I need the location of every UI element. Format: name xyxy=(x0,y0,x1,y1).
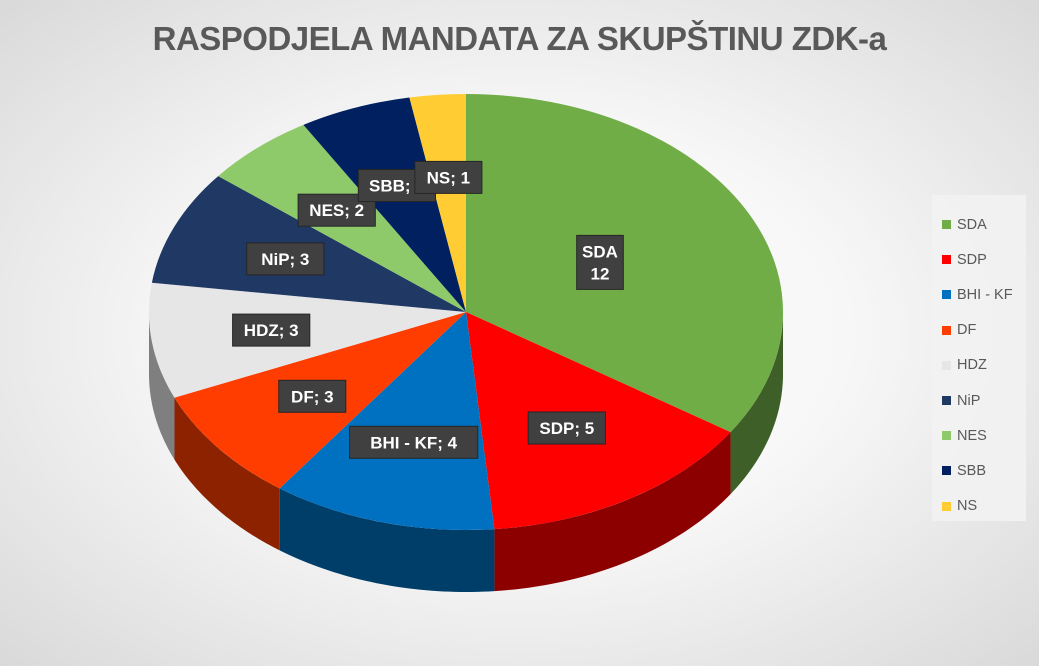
data-label-sda: SDA 12 xyxy=(576,234,624,290)
data-label-nip: NiP; 3 xyxy=(246,242,325,276)
legend-item-sda: SDA xyxy=(932,207,1026,242)
data-label-hdz: HDZ; 3 xyxy=(232,313,311,347)
data-label-text: DF; 3 xyxy=(291,387,334,406)
data-label-box xyxy=(232,313,311,347)
data-label-df: DF; 3 xyxy=(278,379,347,413)
legend-swatch xyxy=(942,360,951,370)
legend-label: BHI - KF xyxy=(957,286,1013,303)
legend-label: SDA xyxy=(957,216,987,233)
pie-slice-ns xyxy=(409,94,466,312)
data-label-text: BHI - KF; 4 xyxy=(370,433,457,452)
legend-swatch xyxy=(942,466,951,476)
legend-label: NS xyxy=(957,498,978,515)
data-label-text: 12 xyxy=(591,264,610,283)
data-label-sdp: SDP; 5 xyxy=(527,411,606,445)
data-label-box xyxy=(527,411,606,445)
data-label-nes: NES; 2 xyxy=(297,193,376,227)
pie-slice-sda xyxy=(466,94,784,433)
legend-swatch xyxy=(942,255,951,265)
data-label-text: SDA xyxy=(582,242,618,261)
data-label-box xyxy=(246,242,325,276)
pie-side-sda xyxy=(730,312,783,495)
data-label-ns: NS; 1 xyxy=(414,160,483,194)
legend-item-hdz: HDZ xyxy=(932,348,1026,383)
legend-item-sbb: SBB xyxy=(932,453,1026,488)
legend-swatch xyxy=(942,220,951,230)
data-label-text: NES; 2 xyxy=(309,201,364,220)
pie-side-sdp xyxy=(494,432,731,592)
legend-label: SDP xyxy=(957,251,987,268)
data-label-box xyxy=(278,379,347,413)
legend-swatch xyxy=(942,290,951,300)
legend-swatch xyxy=(942,431,951,441)
legend-swatch xyxy=(942,396,951,406)
legend-item-nip: NiP xyxy=(932,383,1026,418)
data-label-box xyxy=(349,425,479,459)
legend-label: SBB xyxy=(957,462,987,479)
pie-sides xyxy=(149,312,783,592)
pie-side-hdz xyxy=(149,312,175,460)
legend-label: DF xyxy=(957,322,977,339)
legend-swatch xyxy=(942,325,951,335)
legend-item-sdp: SDP xyxy=(932,242,1026,277)
data-labels: SDA 12 SDP; 5 BHI - KF; 4 DF; 3 HDZ; 3 NiP; 3 N… xyxy=(232,160,624,459)
pie-slice-bhi-kf xyxy=(279,312,495,530)
data-label-text: NiP; 3 xyxy=(261,250,309,269)
data-label-text: HDZ; 3 xyxy=(244,321,299,340)
data-label-text: SDP; 5 xyxy=(539,419,594,438)
pie-side-df xyxy=(174,397,280,551)
legend-item-ns: NS xyxy=(932,489,1026,524)
data-label-box xyxy=(414,160,483,194)
data-label-text: SBB; 2 xyxy=(369,177,425,196)
legend-label: NiP xyxy=(957,392,981,409)
legend-label: HDZ xyxy=(957,357,987,374)
pie-slice-sbb xyxy=(303,97,466,312)
legend-item-df: DF xyxy=(932,313,1026,348)
data-label-box xyxy=(576,234,624,290)
legend-swatch xyxy=(942,501,951,511)
pie-side-bhi-kf xyxy=(279,488,495,592)
pie-slices xyxy=(149,94,784,530)
data-label-text: NS; 1 xyxy=(427,168,470,187)
legend: SDA SDP BHI - KF DF HDZ NiP NES SBB NS xyxy=(932,195,1026,521)
chart-title: RASPODJELA MANDATA ZA SKUPŠTINU ZDK-a xyxy=(152,20,887,57)
legend-label: NES xyxy=(957,427,987,444)
legend-item-bhi-kf: BHI - KF xyxy=(932,277,1026,312)
legend-item-nes: NES xyxy=(932,418,1026,453)
data-label-bhi-kf: BHI - KF; 4 xyxy=(349,425,479,459)
